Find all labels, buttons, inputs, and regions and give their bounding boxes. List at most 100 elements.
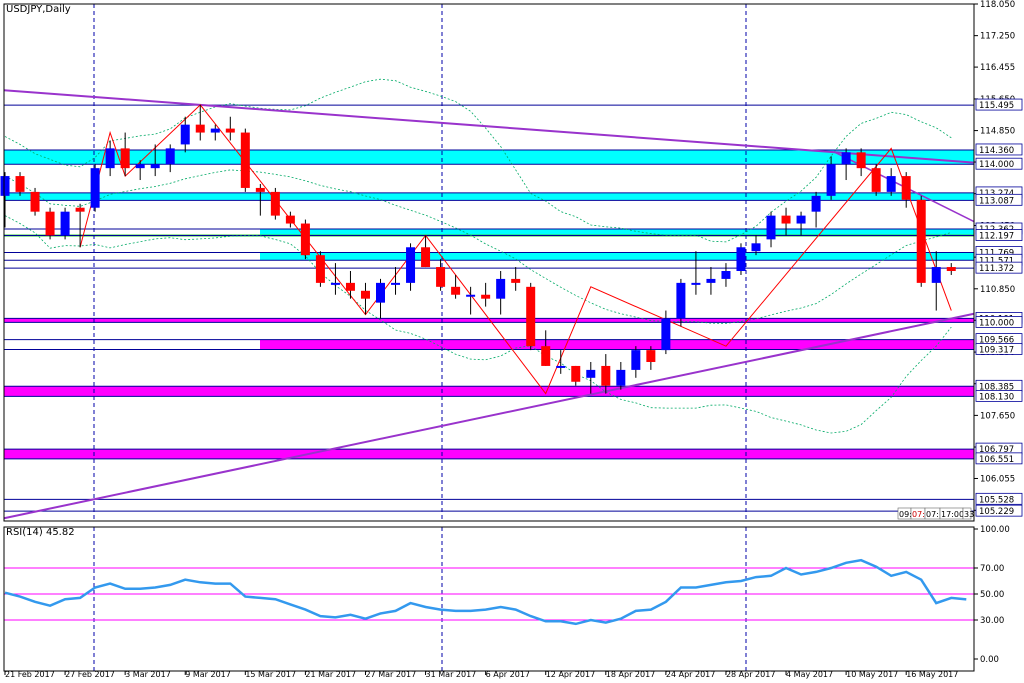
- price-axis: 118.050117.250116.455115.650114.850114.0…: [974, 0, 1023, 517]
- candle-body: [225, 128, 235, 133]
- time-tick-label: 31 Mar 2017: [426, 670, 477, 679]
- price-level-label: 109.566: [979, 336, 1014, 346]
- rsi-tick-label: 100.00: [980, 525, 1010, 535]
- zone-band: [260, 339, 974, 350]
- candle-body: [616, 369, 626, 386]
- candle-body: [751, 243, 761, 252]
- candle-body: [436, 267, 446, 287]
- zone-band: [4, 386, 974, 397]
- price-level-label: 108.130: [979, 392, 1014, 402]
- rsi-tick-label: 50.00: [980, 590, 1004, 600]
- rsi-tick-label: 70.00: [980, 564, 1004, 574]
- candle-body: [601, 365, 611, 386]
- candle-body: [180, 124, 190, 145]
- price-level-tag: [975, 316, 1023, 328]
- price-level-tag: [975, 261, 1023, 274]
- price-tick-label: 107.650: [980, 411, 1015, 421]
- candle-body: [330, 282, 340, 285]
- time-tick-label: 27 Mar 2017: [365, 670, 416, 679]
- rsi-panel: [4, 558, 974, 626]
- time-tick-label: 4 May 2017: [786, 670, 833, 679]
- price-level-tag: [975, 229, 1023, 241]
- price-level-tag: [975, 343, 1023, 355]
- price-tick-label: 110.850: [980, 285, 1015, 295]
- time-tick-label: 12 Apr 2017: [546, 670, 595, 679]
- candle-body: [496, 278, 506, 299]
- candle-body: [90, 168, 100, 208]
- zone-band: [4, 318, 974, 323]
- zigzag-line: [79, 104, 952, 395]
- price-level-label: 108.385: [979, 382, 1014, 392]
- timer-text: 09:: [899, 510, 912, 519]
- time-tick-label: 24 Apr 2017: [666, 670, 715, 679]
- zigzag-path: [79, 104, 952, 395]
- rsi-panel-frame: [3, 526, 975, 672]
- time-tick-label: 6 Apr 2017: [486, 670, 530, 679]
- zone-band: [260, 228, 974, 236]
- candle-body: [466, 294, 476, 297]
- timer-cell: [962, 507, 972, 520]
- price-level-tag: [975, 492, 1023, 505]
- price-level-label: 110.000: [979, 318, 1014, 328]
- candle-body: [706, 278, 716, 283]
- time-tick-label: 15 Mar 2017: [245, 670, 296, 679]
- candle-body: [586, 369, 596, 378]
- price-level-tag: [975, 98, 1023, 111]
- candle-body: [0, 176, 10, 196]
- time-tick-label: 28 Apr 2017: [726, 670, 775, 679]
- resistance-trendline: [3, 89, 975, 164]
- price-level-label: 105.229: [979, 507, 1014, 517]
- candle-body: [30, 191, 40, 212]
- candle-body: [300, 223, 310, 256]
- price-level-tag: [975, 143, 1023, 156]
- zone-band: [4, 449, 974, 459]
- candle-body: [886, 176, 896, 192]
- price-tick-label: 117.250: [980, 32, 1015, 42]
- candle-body: [526, 286, 536, 347]
- candle-body: [15, 176, 25, 192]
- time-tick-label: 16 May 2017: [906, 670, 958, 679]
- price-level-label: 105.528: [979, 495, 1014, 505]
- time-tick-label: 21 Mar 2017: [305, 670, 356, 679]
- candle-body: [841, 152, 851, 165]
- price-level-tag: [975, 452, 1023, 465]
- price-level-label: 111.571: [979, 256, 1014, 266]
- time-tick-label: 10 May 2017: [846, 670, 898, 679]
- rsi-tick-label: 30.00: [980, 616, 1004, 626]
- candle-body: [826, 164, 836, 196]
- candle-body: [75, 207, 85, 212]
- candle-body: [195, 124, 205, 133]
- candle-body: [406, 247, 416, 283]
- candle-body: [901, 176, 911, 200]
- candle-body: [376, 282, 385, 303]
- price-level-label: 113.087: [979, 196, 1014, 206]
- candle-body: [811, 195, 821, 212]
- time-tick-label: 18 Apr 2017: [606, 670, 655, 679]
- price-level-label: 115.495: [979, 101, 1014, 111]
- candle-body: [511, 278, 521, 283]
- candle-body: [631, 350, 641, 370]
- candle-body: [105, 148, 115, 169]
- candle-body: [796, 215, 806, 224]
- zone-band: [260, 252, 974, 261]
- candle-body: [916, 199, 926, 283]
- candle-body: [661, 318, 671, 351]
- candle-body: [556, 365, 566, 368]
- time-tick-label: 21 Feb 2017: [5, 670, 55, 679]
- candle-body: [931, 267, 941, 283]
- price-tick-label: 116.455: [980, 63, 1015, 73]
- candle-body: [571, 365, 581, 382]
- price-tick-label: 114.850: [980, 127, 1015, 137]
- price-level-label: 111.769: [979, 248, 1014, 258]
- time-axis: 21 Feb 2017 27 Feb 2017 3 Mar 2017 9 Mar 20…: [4, 670, 958, 679]
- timer-text: 33: [964, 510, 974, 519]
- timer-text: 17:00: [941, 510, 964, 519]
- candle-body: [60, 211, 70, 236]
- bollinger-upper: [4, 78, 952, 243]
- zone-band: [4, 192, 974, 201]
- candle-body: [541, 346, 551, 366]
- candle-body: [120, 148, 130, 169]
- bollinger-middle: [4, 169, 952, 324]
- candle-body: [360, 290, 370, 299]
